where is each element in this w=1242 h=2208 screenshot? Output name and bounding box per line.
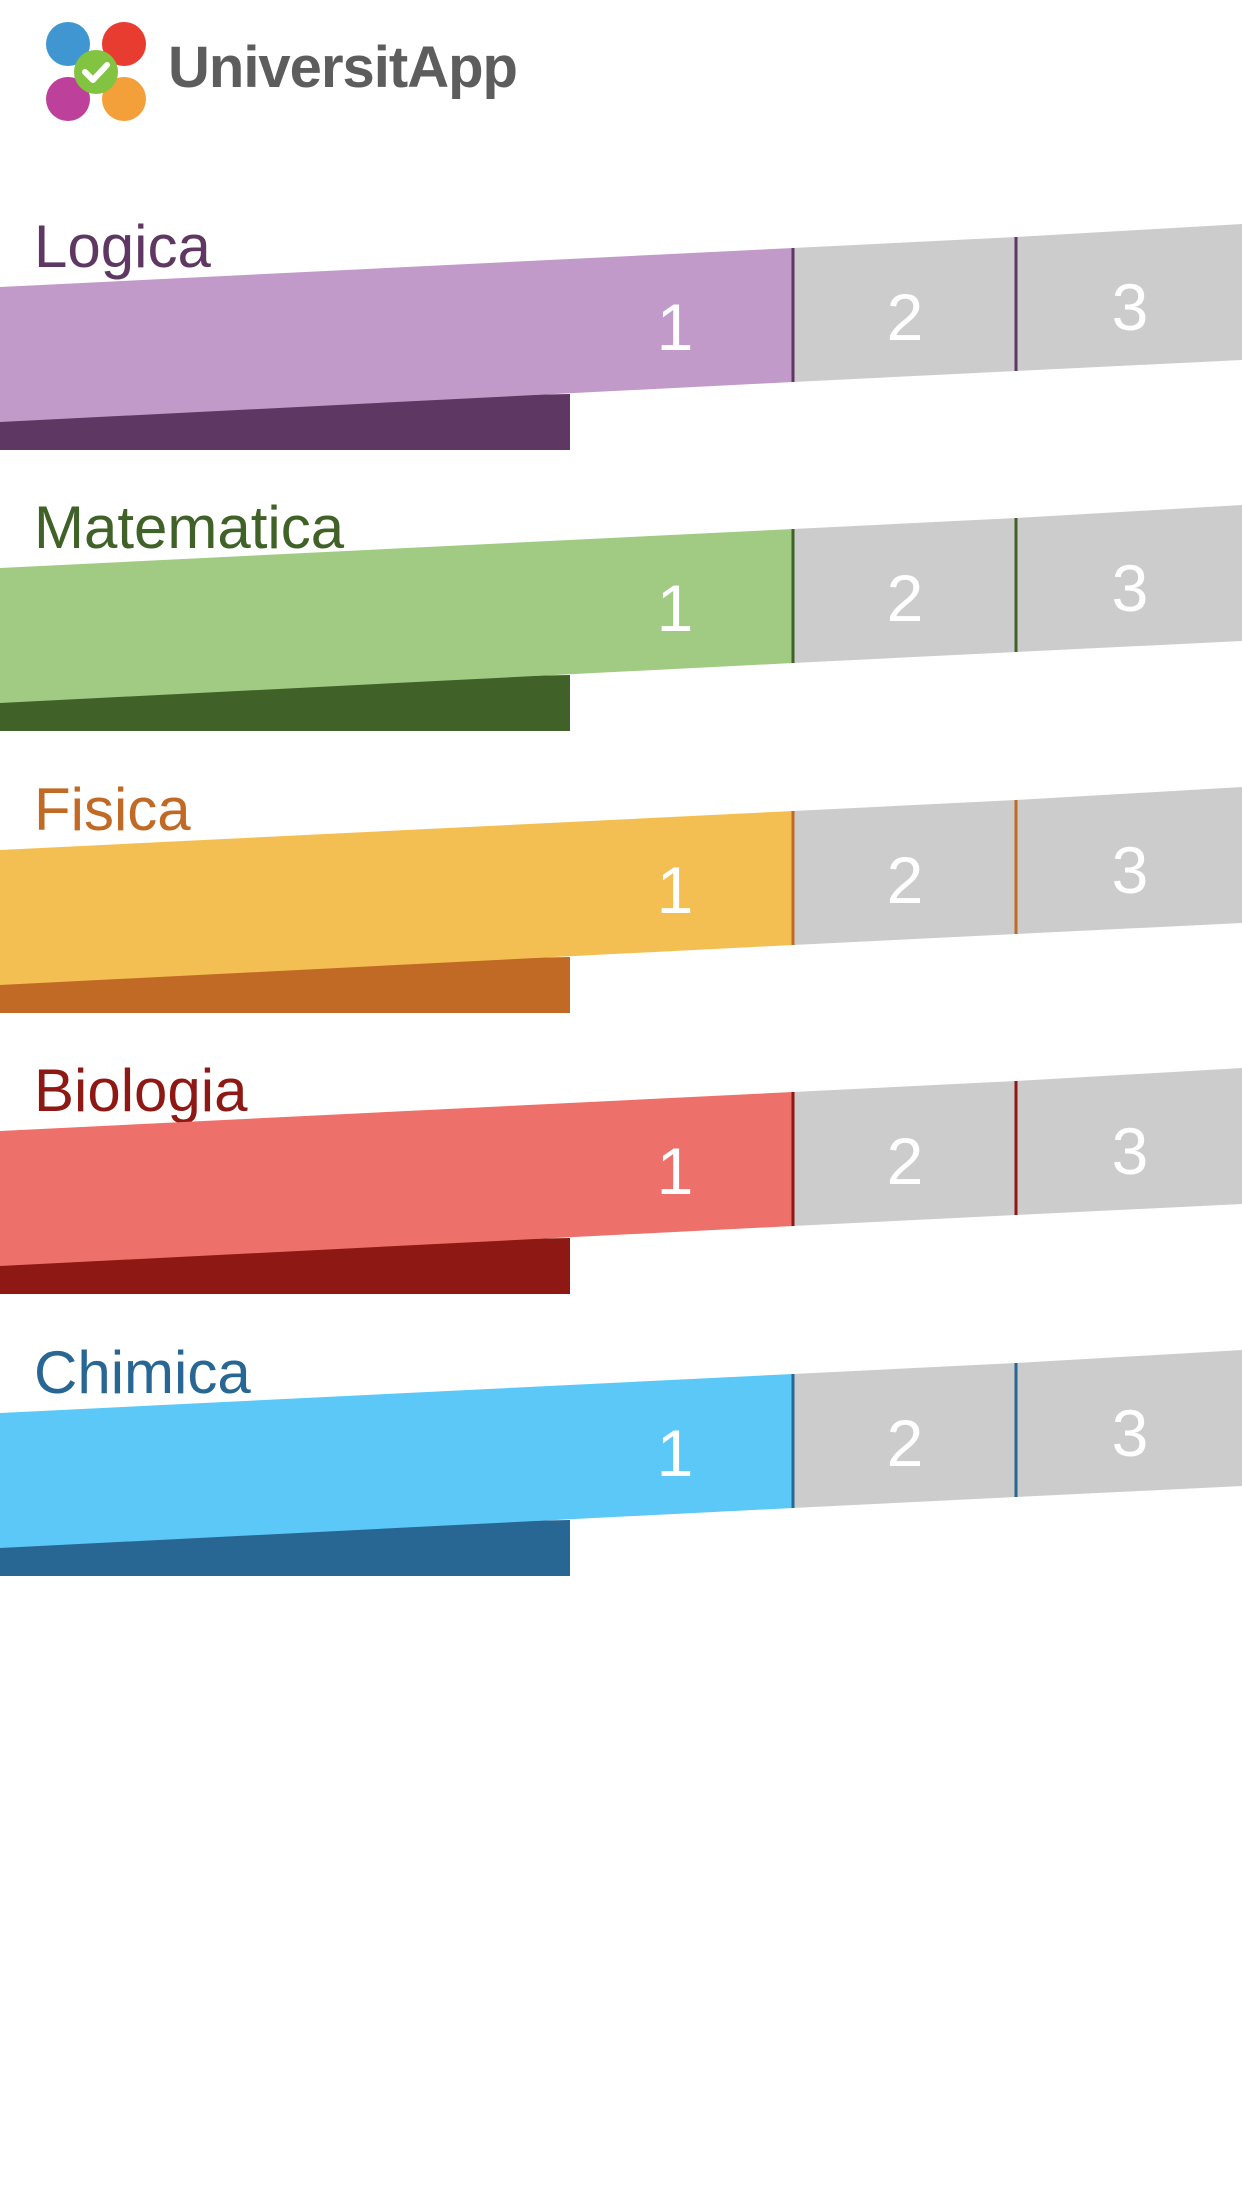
level-3-button[interactable] [1016,224,1242,371]
level-band: 1 2 3 [0,224,1242,450]
level-3-label: 3 [1112,551,1149,625]
subject-row-fisica: Fisica 1 2 3 [0,775,1242,1055]
level-2-button[interactable] [793,1363,1016,1508]
level-1-label: 1 [657,290,694,364]
subject-row-matematica: Matematica 1 2 3 [0,493,1242,773]
four-circles-checkmark-icon [46,22,146,121]
level-1-label: 1 [657,1134,694,1208]
level-band: 1 2 3 [0,1068,1242,1294]
subject-title: Chimica [34,1339,251,1406]
level-band: 1 2 3 [0,787,1242,1013]
subject-title: Logica [34,213,211,280]
level-2-button[interactable] [793,1081,1016,1226]
level-2-label: 2 [887,1124,924,1198]
subject-title: Fisica [34,776,191,843]
level-2-label: 2 [887,1406,924,1480]
level-1-label: 1 [657,571,694,645]
level-band: 1 2 3 [0,505,1242,731]
level-3-button[interactable] [1016,1068,1242,1215]
level-1-button[interactable] [0,1374,793,1548]
level-1-button[interactable] [0,248,793,422]
level-1-button[interactable] [0,811,793,985]
level-3-button[interactable] [1016,787,1242,934]
level-band: 1 2 3 [0,1350,1242,1576]
level-2-label: 2 [887,280,924,354]
app-title: UniversitApp [168,35,518,100]
level-3-button[interactable] [1016,1350,1242,1497]
level-3-label: 3 [1112,833,1149,907]
level-2-button[interactable] [793,800,1016,945]
level-2-button[interactable] [793,518,1016,663]
subject-row-chimica: Chimica 1 2 3 [0,1338,1242,1618]
level-1-label: 1 [657,853,694,927]
level-3-label: 3 [1112,1396,1149,1470]
level-1-label: 1 [657,1416,694,1490]
subject-title: Biologia [34,1057,248,1124]
subject-title: Matematica [34,494,345,561]
level-3-label: 3 [1112,1114,1149,1188]
level-2-label: 2 [887,561,924,635]
app-header: UniversitApp [0,0,1242,150]
level-1-button[interactable] [0,1092,793,1266]
subject-row-logica: Logica 1 2 3 [0,212,1242,492]
level-2-label: 2 [887,843,924,917]
level-3-button[interactable] [1016,505,1242,652]
level-2-button[interactable] [793,237,1016,382]
subject-row-biologia: Biologia 1 2 3 [0,1056,1242,1336]
level-3-label: 3 [1112,270,1149,344]
level-1-button[interactable] [0,529,793,703]
